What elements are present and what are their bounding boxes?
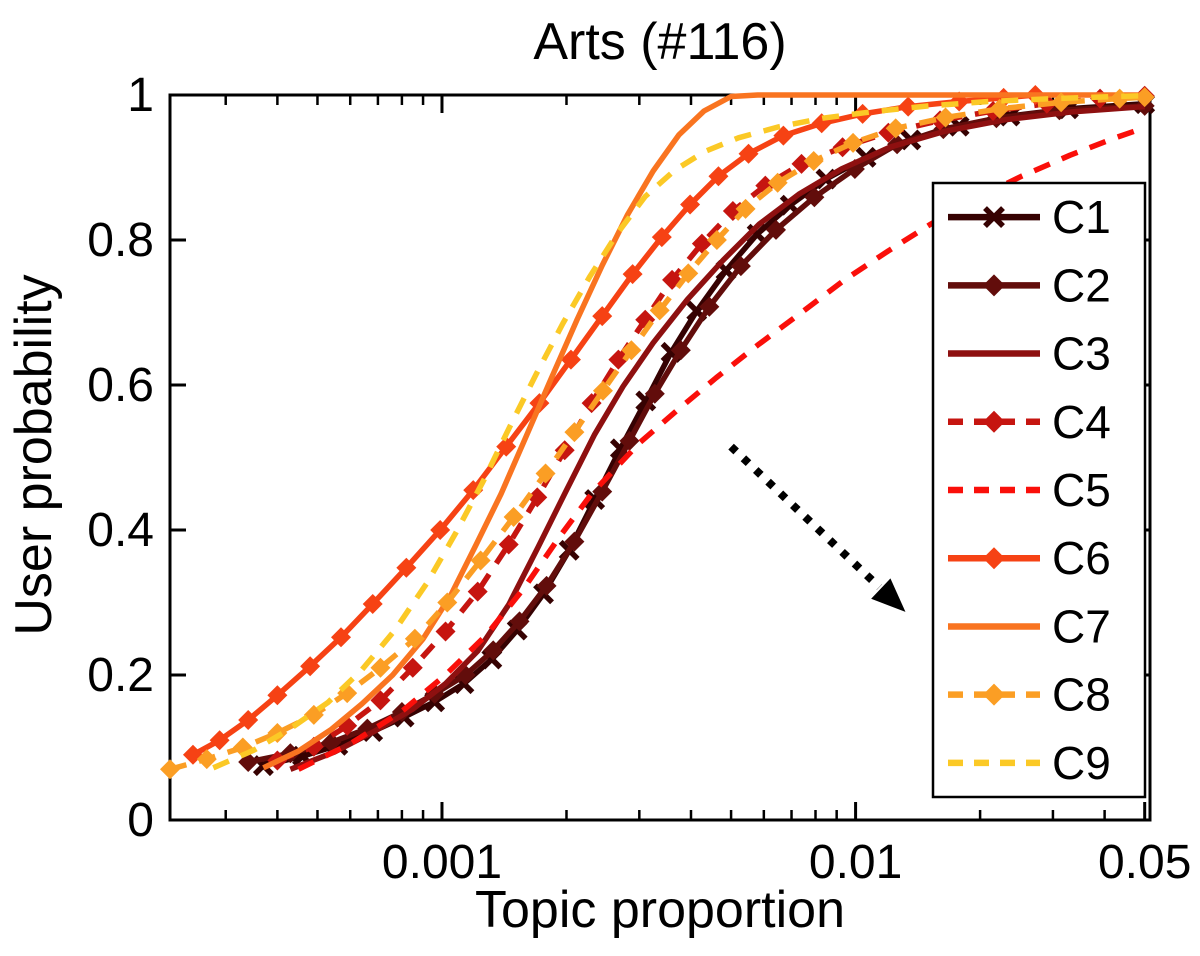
series-C8 bbox=[160, 87, 1155, 780]
series-C8-line bbox=[169, 94, 1145, 772]
axes-box bbox=[168, 93, 1152, 822]
series-C8-markers bbox=[160, 87, 1155, 780]
legend-item-C7: C7 bbox=[948, 600, 1111, 652]
series-C7-line bbox=[262, 92, 1145, 771]
y-axis-ticks: 0 0.2 0.4 0.6 0.8 1 bbox=[87, 69, 1150, 847]
series-C3 bbox=[289, 103, 1145, 772]
x-axis-label: Topic proportion bbox=[475, 881, 845, 939]
series-C6-markers bbox=[182, 85, 1046, 765]
x-axis-ticks: 0.001 0.01 0.05 bbox=[224, 95, 1191, 889]
series-C9-line bbox=[212, 92, 1145, 771]
y-axis-label: User probability bbox=[5, 274, 63, 636]
series-C9 bbox=[212, 92, 1145, 771]
legend-label-C1: C1 bbox=[1052, 191, 1111, 243]
legend-item-C3: C3 bbox=[948, 328, 1111, 380]
x-tick-label: 0.05 bbox=[1098, 836, 1191, 889]
series-C7 bbox=[262, 92, 1145, 771]
legend-item-C4: C4 bbox=[948, 396, 1111, 448]
legend-label-C6: C6 bbox=[1052, 532, 1111, 584]
series-C2 bbox=[238, 95, 1155, 772]
series-C6 bbox=[182, 85, 1046, 765]
annotation-arrow bbox=[728, 443, 906, 612]
legend-item-C9: C9 bbox=[948, 737, 1111, 789]
legend-item-C5: C5 bbox=[948, 464, 1111, 516]
chart-title: Arts (#116) bbox=[533, 13, 787, 71]
series-C3-line bbox=[289, 103, 1145, 772]
series-C2-markers bbox=[238, 95, 1155, 772]
legend-item-C6: C6 bbox=[948, 532, 1111, 584]
legend: C1 C2 C3 C4 C5 C6 C7 C8 C9 bbox=[931, 181, 1147, 799]
legend-item-C8: C8 bbox=[948, 669, 1111, 721]
legend-item-C2: C2 bbox=[948, 259, 1111, 311]
legend-label-C9: C9 bbox=[1052, 737, 1111, 789]
legend-label-C2: C2 bbox=[1052, 259, 1111, 311]
y-tick-label: 0.2 bbox=[87, 649, 154, 702]
x-tick-label: 0.001 bbox=[382, 836, 502, 889]
x-tick-label: 0.01 bbox=[809, 836, 902, 889]
legend-label-C7: C7 bbox=[1052, 600, 1111, 652]
legend-label-C5: C5 bbox=[1052, 464, 1111, 516]
y-tick-label: 0.8 bbox=[87, 214, 154, 267]
y-tick-label: 1 bbox=[127, 69, 154, 122]
legend-label-C8: C8 bbox=[1052, 669, 1111, 721]
y-tick-label: 0.4 bbox=[87, 504, 154, 557]
legend-label-C3: C3 bbox=[1052, 328, 1111, 380]
series-C5-line bbox=[297, 125, 1146, 772]
series-C6-line bbox=[191, 92, 1036, 758]
y-tick-label: 0 bbox=[127, 794, 154, 847]
legend-item-C1: C1 bbox=[948, 191, 1111, 243]
series-C5 bbox=[297, 125, 1146, 772]
y-tick-label: 0.6 bbox=[87, 359, 154, 412]
legend-label-C4: C4 bbox=[1052, 396, 1111, 448]
